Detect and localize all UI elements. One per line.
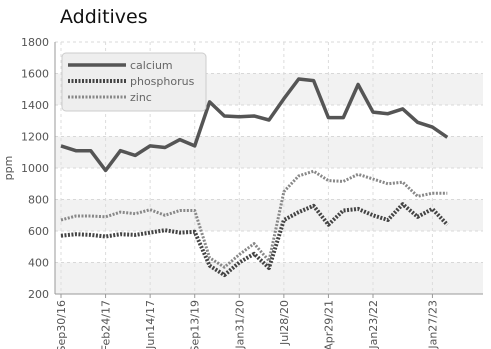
x-tick-label: Sep30/16	[55, 300, 68, 349]
y-tick-label: 200	[28, 288, 49, 301]
y-tick-label: 1600	[21, 68, 49, 81]
plot-area	[55, 42, 483, 294]
y-tick-label: 600	[28, 225, 49, 238]
series-line-zinc	[60, 169, 448, 269]
legend-label-phosphorus: phosphorus	[130, 75, 195, 88]
y-tick-label: 1000	[21, 162, 49, 175]
x-tick-label: Jul28/20	[278, 300, 291, 346]
legend-label-zinc: zinc	[130, 91, 152, 104]
x-tick-label: Apr29/21	[322, 300, 335, 349]
x-tick-label: Jan23/22	[367, 300, 380, 349]
y-tick-label: 800	[28, 194, 49, 207]
chart-title: Additives	[60, 6, 148, 28]
x-tick-label: Sep13/19	[189, 300, 202, 349]
y-tick-label: 400	[28, 257, 49, 270]
legend: calcium phosphorus zinc	[61, 52, 207, 112]
y-tick-labels: 200 400 600 800 1000 1200 1400 1600 1800	[21, 36, 49, 301]
series-line-calcium	[60, 77, 449, 173]
plot-band	[55, 231, 483, 263]
y-tick-label: 1200	[21, 131, 49, 144]
legend-label-calcium: calcium	[130, 59, 173, 72]
x-tick-label: Feb24/17	[100, 300, 113, 349]
plot-band	[55, 168, 483, 200]
x-tick-label: Jun14/17	[144, 300, 157, 349]
y-axis-label: ppm	[2, 156, 15, 181]
plot-band	[55, 199, 483, 231]
x-tick-labels: Sep30/16 Feb24/17 Jun14/17 Sep13/19 Jan31/20…	[55, 294, 439, 349]
x-tick-label: Jan31/20	[233, 300, 246, 349]
series-line-phosphorus	[60, 202, 449, 278]
y-tick-label: 1800	[21, 36, 49, 49]
x-tick-label: Jan27/23	[426, 300, 439, 349]
series-layer	[60, 77, 449, 278]
axes	[54, 42, 483, 295]
y-tick-label: 1400	[21, 99, 49, 112]
